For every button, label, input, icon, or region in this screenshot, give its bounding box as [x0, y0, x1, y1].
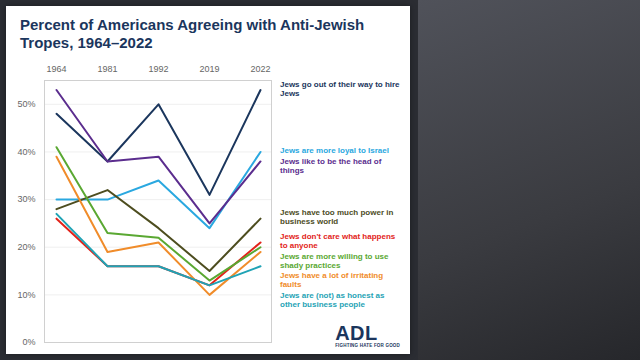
- svg-text:30%: 30%: [17, 194, 35, 204]
- html-text:Jews are more loyal to Israel: Jews are more loyal to Israel: [280, 146, 389, 155]
- svg-text:0%: 0%: [22, 337, 35, 347]
- svg-text:1981: 1981: [97, 64, 117, 74]
- html-text:Percent of Americans Agreeing: Percent of Americans Agreeing with Anti-…: [20, 16, 365, 51]
- svg-text:2022: 2022: [250, 64, 270, 74]
- svg-text:50%: 50%: [17, 99, 35, 109]
- svg-text:2019: 2019: [199, 64, 219, 74]
- html-text:Jews have too much power in bu: Jews have too much power in business wor…: [280, 208, 394, 227]
- html-text:Jews have a lot of irritating: Jews have a lot of irritating faults: [280, 271, 384, 290]
- svg-text:1992: 1992: [148, 64, 168, 74]
- html-text:Jews are more willing to use s: Jews are more willing to use shady pract…: [280, 251, 389, 270]
- html-text:Jews like to be the head of th: Jews like to be the head of things: [280, 156, 382, 175]
- html-text:Jews don't care what happens t: Jews don't care what happens to anyone: [280, 232, 396, 250]
- svg-text:1964: 1964: [46, 64, 66, 74]
- svg-text:20%: 20%: [17, 242, 35, 252]
- html-text:FIGHTING HATE FOR GOOD: FIGHTING HATE FOR GOOD: [335, 343, 400, 348]
- html-text:Jews are (not) as honest as ot: Jews are (not) as honest as other busine…: [280, 290, 385, 309]
- html-text:ADL: ADL: [335, 322, 378, 344]
- html-text:Jews go out of their way to hi: Jews go out of their way to hire Jews: [280, 79, 400, 98]
- svg-text:10%: 10%: [17, 290, 35, 300]
- svg-text:40%: 40%: [17, 147, 35, 157]
